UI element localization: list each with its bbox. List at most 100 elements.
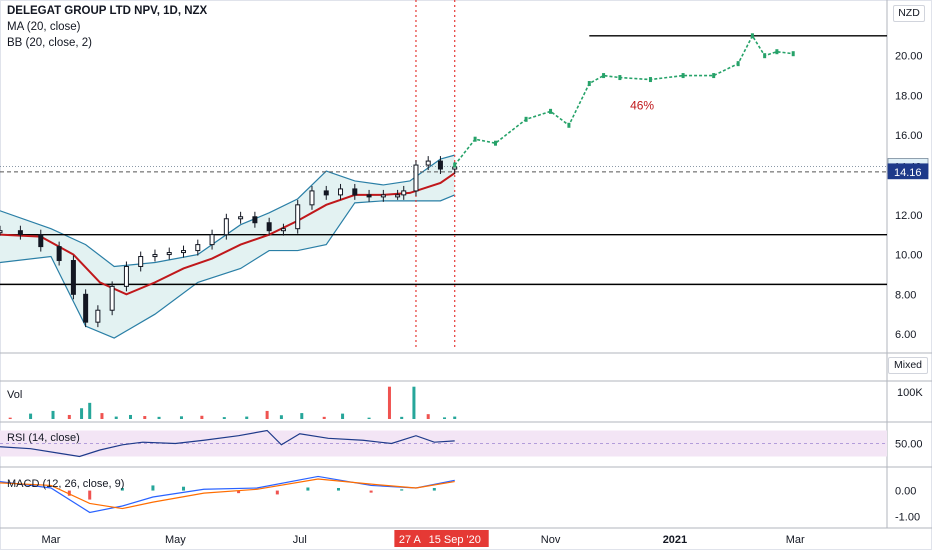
x-axis-label: May [165,534,186,546]
macd-histogram-bar [88,490,92,500]
candle-body [109,285,115,311]
macd-histogram-bar [400,489,404,491]
candle-body [83,293,89,323]
volume-legend: Vol [7,389,23,401]
x-axis-highlight-box [420,530,489,547]
candle-body [38,234,44,248]
macd-histogram-bar [306,487,310,491]
candle-body [338,188,344,196]
projection-bar [602,73,606,79]
projection-bar [453,162,457,168]
macd-tick-label: 0.00 [895,486,916,498]
volume-bar [67,414,71,419]
candle-body [223,218,229,236]
macd-histogram-bar [432,488,436,491]
volume-tick-label: 100K [897,387,923,399]
candle-body [295,204,301,230]
scale-mode-button[interactable]: Mixed [888,357,928,374]
projection-bar [549,108,553,114]
candle-body [95,309,101,323]
candle-body [166,252,172,256]
currency-button[interactable]: NZD [893,5,925,22]
price-tick-label: 20.00 [895,51,923,63]
projection-bar [618,75,622,81]
projection-bar [493,140,497,146]
projection-bar [791,51,795,57]
candle-body [17,230,23,236]
projection-bar [763,53,767,59]
candle-body [395,194,401,198]
volume-bar [157,416,161,419]
volume-bar [300,413,304,419]
x-axis-label: Mar [42,534,61,546]
candle-body [209,234,215,246]
volume-bar [29,413,33,419]
volume-bar [51,410,55,419]
macd-histogram-bar [67,490,71,496]
candle-body [266,222,272,232]
price-tick-label: 8.00 [895,289,916,301]
bb-legend: BB (20, close, 2) [7,37,93,49]
volume-bar [100,413,104,419]
macd-histogram-bar [369,490,373,493]
macd-histogram-bar [336,488,340,491]
volume-bar [426,414,430,419]
volume-bar [453,416,457,419]
x-axis-label: Nov [541,534,561,546]
x-axis-label: Mar [786,534,805,546]
chart-title: DELEGAT GROUP LTD NPV, 1D, NZX [7,5,208,17]
volume-bar [88,402,92,419]
candle-body [380,194,386,198]
macd-signal-line [0,478,455,510]
volume-bar [200,415,204,419]
candle-body [352,188,358,196]
projection-bar [775,49,779,55]
candle-body [195,244,201,252]
candle-body [425,160,431,166]
x-axis-highlight-label: 15 Sep '20 [429,534,481,546]
candle-body [138,256,144,267]
price-tick-label: 12.00 [895,210,923,222]
candle-body [323,190,329,196]
macd-histogram-bar [275,490,279,495]
volume-bar [8,417,12,419]
volume-bar [265,410,269,419]
price-tick-label: 10.00 [895,250,923,262]
candle-body [70,260,76,295]
macd-histogram-bar [151,485,155,491]
price-axis-label: 14.16 [894,167,922,179]
projection-bar [648,77,652,83]
candle-body [401,190,407,196]
volume-bar [322,416,326,419]
x-axis-label: Jul [293,534,307,546]
volume-bar [143,416,147,419]
macd-histogram-bar [120,488,124,491]
volume-bar [80,408,84,419]
bb-fill [0,155,455,339]
volume-bar [387,386,391,419]
volume-bar [279,415,283,419]
x-axis-label: 2021 [663,534,687,546]
volume-bar [443,417,447,419]
macd-histogram-bar [237,490,241,494]
candle-body [437,160,443,170]
rsi-tick-label: 50.00 [895,439,923,451]
ma-line [0,172,456,296]
bb-lower-line [0,194,455,339]
projection-bar [736,61,740,67]
projection-bar [473,136,477,142]
candle-body [413,164,419,192]
candle-body [252,216,258,224]
candle-body [152,254,158,258]
projection-bar [587,81,591,87]
projection-bar [567,122,571,128]
volume-bar [222,417,226,419]
price-axis-label-box [887,163,929,180]
macd-histogram-bar [182,486,186,491]
candle-body [366,194,372,198]
ma-legend: MA (20, close) [7,21,81,33]
candle-body [123,265,129,287]
price-tick-label: 18.00 [895,90,923,102]
macd-line [0,475,455,514]
